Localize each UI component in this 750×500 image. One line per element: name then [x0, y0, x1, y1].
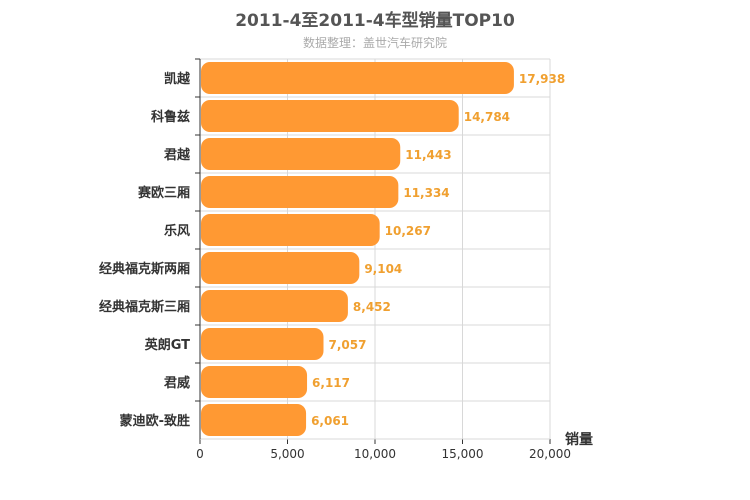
category-label: 君越	[164, 147, 191, 163]
data-label: 6,061	[311, 414, 349, 428]
data-label: 8,452	[353, 300, 391, 314]
category-label: 经典福克斯两厢	[99, 261, 190, 277]
category-label: 科鲁兹	[151, 109, 190, 125]
bar	[201, 404, 307, 436]
data-label: 17,938	[519, 72, 565, 86]
bar	[201, 138, 401, 170]
data-label: 6,117	[312, 376, 350, 390]
chart-title: 2011-4至2011-4车型销量TOP10	[235, 11, 515, 31]
chart-subtitle: 数据整理：盖世汽车研究院	[302, 36, 447, 50]
x-tick-label: 10,000	[354, 447, 396, 461]
category-label: 乐风	[164, 223, 190, 239]
category-label: 君威	[164, 375, 190, 391]
bar	[201, 62, 514, 94]
data-label: 11,443	[405, 148, 451, 162]
value-axis-title: 销量	[565, 431, 593, 448]
x-tick-label: 15,000	[442, 447, 484, 461]
x-tick-label: 0	[196, 447, 204, 461]
x-tick-label: 5,000	[270, 447, 304, 461]
data-label: 10,267	[385, 224, 431, 238]
category-label: 赛欧三厢	[137, 185, 190, 201]
bar	[201, 290, 348, 322]
bar	[201, 176, 399, 208]
x-tick-label: 20,000	[529, 447, 571, 461]
data-label: 7,057	[328, 338, 366, 352]
data-label: 14,784	[464, 110, 510, 124]
category-label: 凯越	[164, 71, 191, 87]
data-label: 11,334	[403, 186, 449, 200]
category-label: 经典福克斯三厢	[99, 299, 190, 315]
bar	[201, 100, 459, 132]
data-label: 9,104	[364, 262, 402, 276]
bar	[201, 328, 324, 360]
category-label: 蒙迪欧-致胜	[120, 413, 190, 429]
category-label: 英朗GT	[144, 337, 190, 353]
bar	[201, 214, 380, 246]
bar	[201, 366, 308, 398]
bar	[201, 252, 360, 284]
